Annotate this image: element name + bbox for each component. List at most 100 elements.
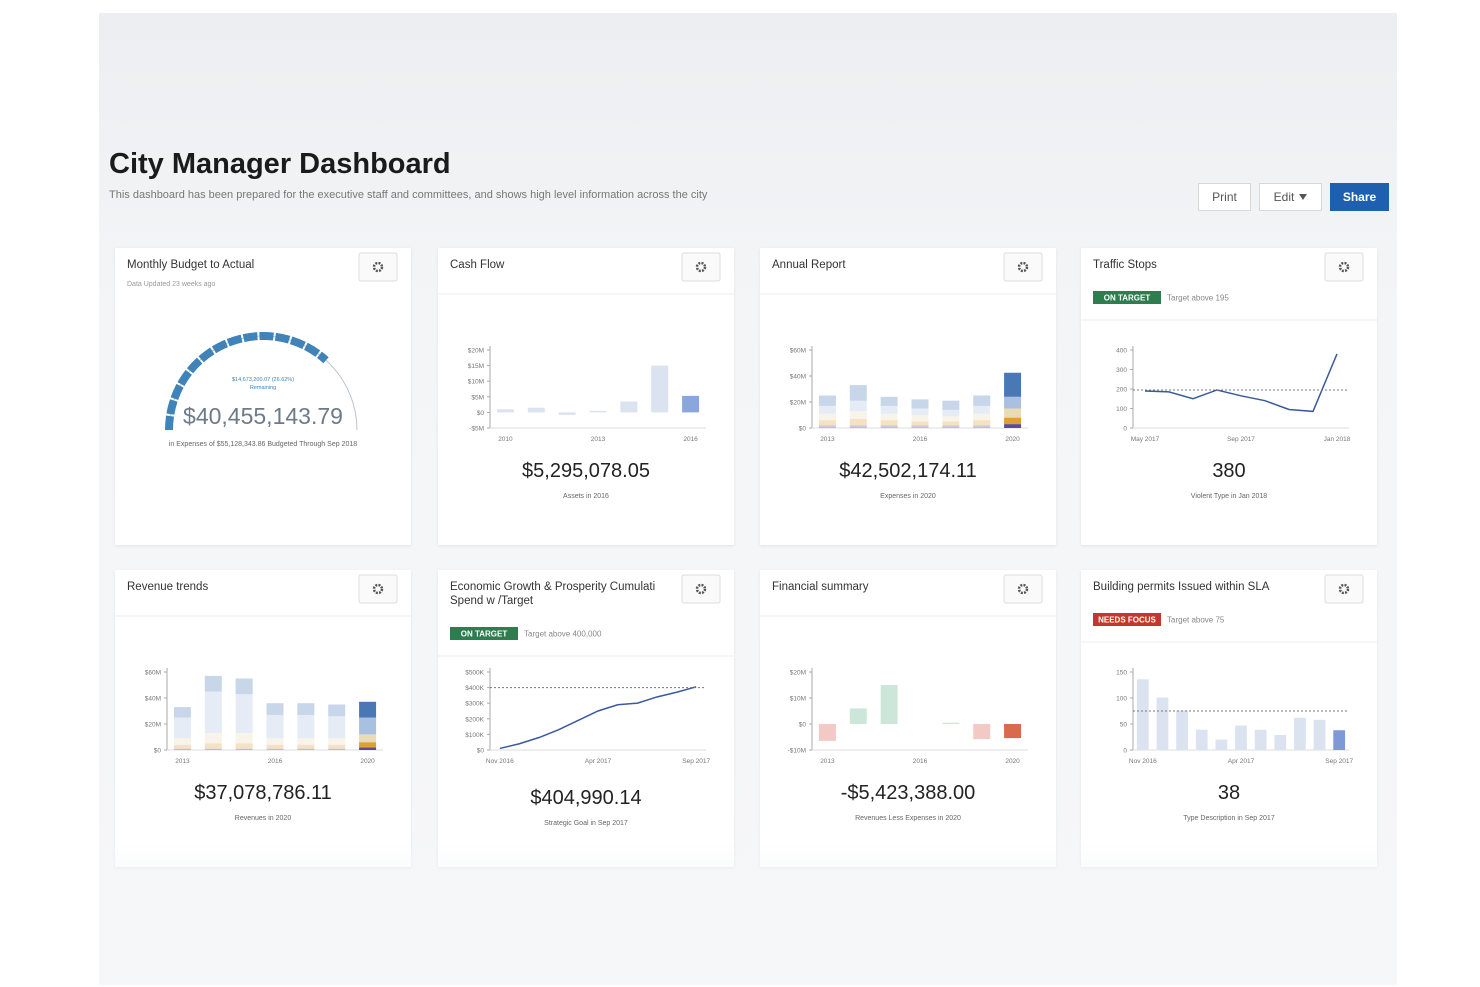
bar [651,365,669,413]
kpi-value: 38 [1218,782,1240,804]
card-canvas: Annual Report $42,502,174.11 Expenses in 2… [760,252,1056,500]
bar-segment [818,425,836,428]
bar-segment [235,678,253,695]
x-tick-label: 2013 [591,436,606,443]
bar-segment [204,748,222,750]
y-tick-label: 400 [1116,348,1127,355]
card-title: Annual Report [772,259,846,271]
button-box [1003,574,1043,604]
y-tick-label: $300K [465,701,484,708]
y-tick-label: $40M [790,374,806,381]
bar-segment [297,748,315,750]
y-tick-label: $0 [799,426,807,433]
card-canvas: Financial summary -$5,423,388.00 Revenues … [760,574,1056,822]
settings-button[interactable] [681,252,721,282]
bar-segment [328,744,346,749]
gear-icon [372,583,384,595]
bar-segment [328,738,346,745]
x-tick-label: 2013 [175,758,190,765]
settings-button[interactable] [1324,574,1364,604]
x-tick-label: 2020 [360,758,375,765]
badge-label: NEEDS FOCUS [1098,616,1156,625]
bar-segment [942,421,960,426]
card: Building permits Issued within SLA NEEDS … [1081,570,1377,867]
y-tick-label: 100 [1116,406,1127,413]
bar-segment [911,425,929,428]
bar-segment [266,738,284,745]
kpi-caption: in Expenses of $55,128,343.86 Budgeted T… [169,441,357,448]
bar [880,685,898,724]
y-tick-label: $40M [145,696,161,703]
kpi-caption: Expenses in 2020 [880,493,936,500]
bar [527,407,545,413]
bar [1215,739,1228,750]
bar [1313,719,1326,750]
bar [1294,717,1306,750]
bar-segment [849,425,867,428]
settings-button[interactable] [1324,252,1364,282]
x-tick-label: Sep 2017 [682,758,710,765]
y-tick-label: 50 [1120,722,1128,729]
settings-button[interactable] [358,574,398,604]
line [1144,353,1338,413]
card: Monthly Budget to Actual Data Updated 23 … [115,248,411,545]
x-tick-label: 2020 [1005,758,1020,765]
bar [973,724,991,740]
x-tick-label: Sep 2017 [1325,758,1353,765]
card-title: Monthly Budget to Actual [127,259,254,271]
settings-button[interactable] [1003,252,1043,282]
settings-button[interactable] [1003,574,1043,604]
y-tick-label: $60M [790,348,806,355]
settings-button[interactable] [358,252,398,282]
card-title: Revenue trends [127,581,208,593]
x-tick-label: 2016 [913,758,928,765]
bar-segment [359,742,377,748]
bar-segment [297,703,315,715]
x-tick-label: 2010 [498,436,513,443]
settings-button[interactable] [681,574,721,604]
bar-segment [173,738,191,745]
bar-segment [173,748,191,750]
x-tick-label: Jan 2018 [1324,436,1351,443]
card-title: Building permits Issued within SLA [1093,581,1270,593]
x-tick-label: 2020 [1005,436,1020,443]
bar-segment [849,385,867,401]
bar-segment [818,395,836,406]
bar-segment [328,748,346,750]
bar-segment [849,411,867,419]
bar [589,410,607,413]
y-tick-label: $0 [154,748,162,755]
bar-segment [973,405,991,414]
print-button[interactable]: Print [1198,183,1251,211]
y-tick-label: 150 [1116,670,1127,677]
bar [682,395,700,413]
bar-segment [942,416,960,422]
target-text: Target above 195 [1167,294,1229,303]
bar-segment [849,400,867,412]
x-tick-label: 2016 [268,758,283,765]
button-box [681,252,721,282]
y-tick-label: -$5M [469,426,484,433]
kpi-value: $40,455,143.79 [183,403,343,429]
card-title: Cash Flow [450,259,505,271]
y-tick-label: $15M [468,363,484,370]
bar-segment [942,400,960,410]
bar-segment [880,405,898,414]
card-canvas: Monthly Budget to Actual Data Updated 23 … [127,252,398,448]
share-button[interactable]: Share [1330,183,1389,211]
card: Traffic Stops ON TARGET Target above 195 38… [1081,248,1377,545]
edit-button[interactable]: Edit [1259,183,1322,211]
y-tick-label: $20M [145,722,161,729]
bar-segment [266,703,284,715]
bar-segment [359,747,377,750]
bar-segment [880,413,898,421]
bar-segment [266,744,284,749]
y-tick-label: $10M [468,379,484,386]
x-tick-label: May 2017 [1131,436,1160,443]
dashboard-title: City Manager Dashboard [109,148,451,180]
bar-segment [849,418,867,426]
bar-segment [235,743,253,749]
bar-segment [911,399,929,409]
y-tick-label: 200 [1116,387,1127,394]
